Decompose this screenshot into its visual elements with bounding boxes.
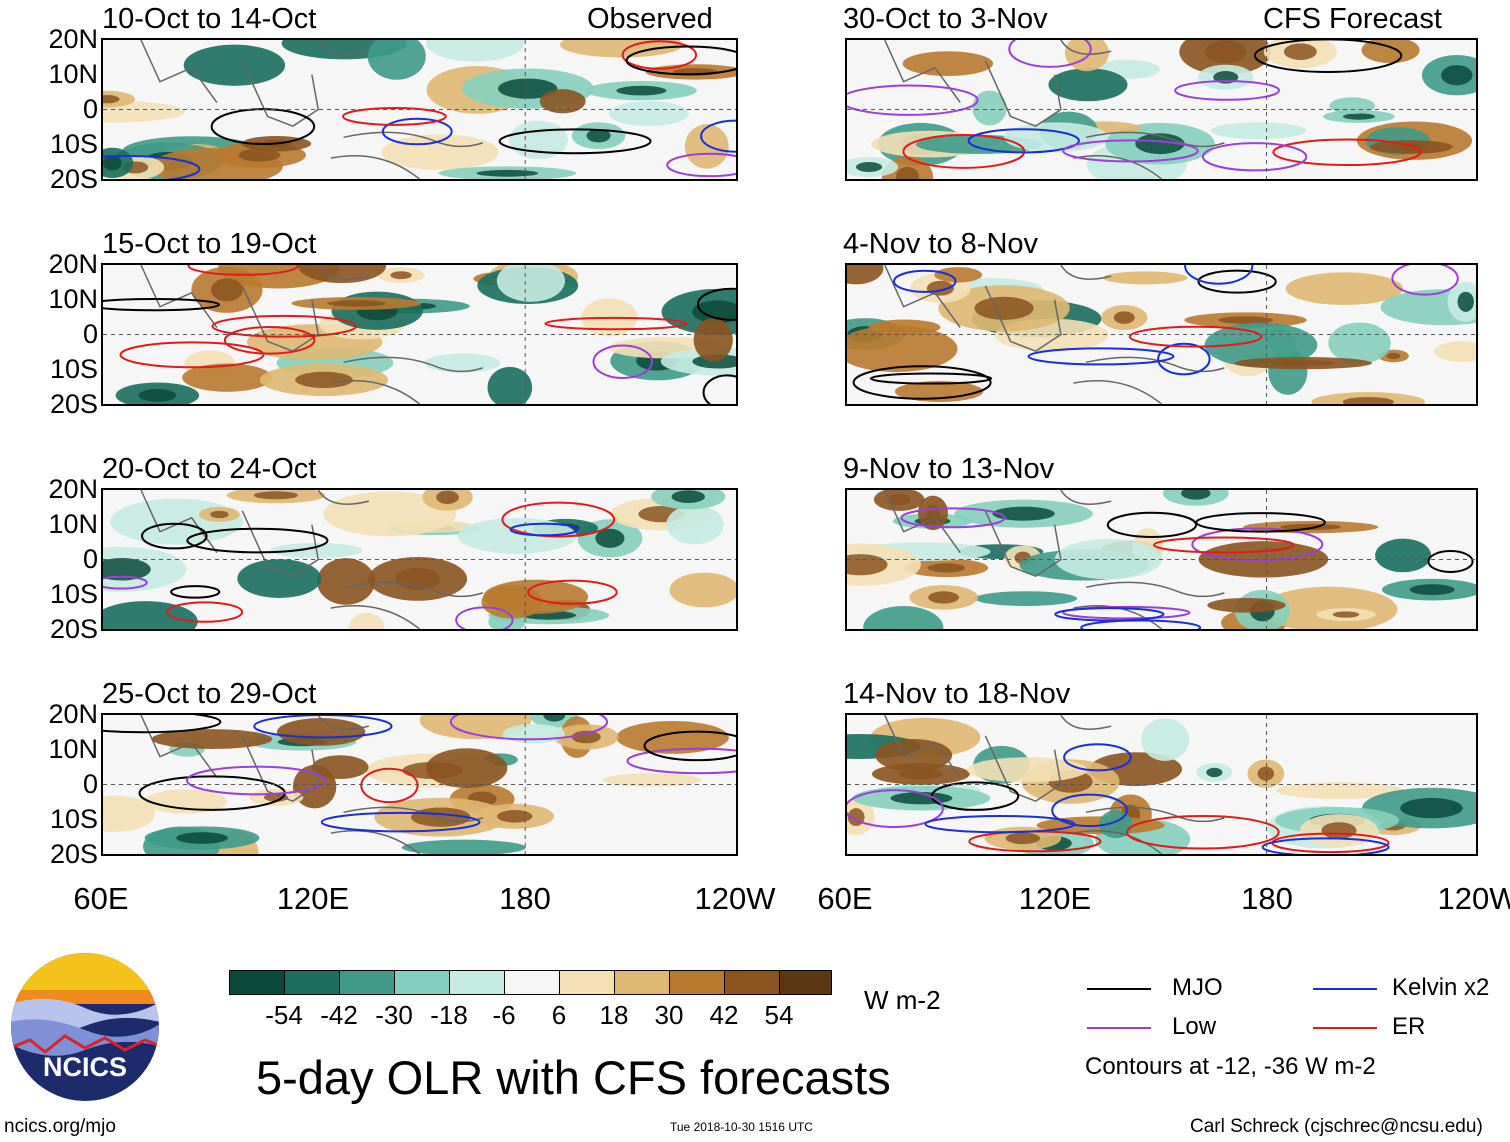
- lat-label: 10N: [48, 509, 98, 539]
- lat-label: 20S: [49, 164, 98, 194]
- ncics-logo: NCICS: [10, 952, 160, 1102]
- lat-label: 20S: [49, 839, 98, 869]
- colorbar-units: W m-2: [864, 985, 941, 1015]
- lon-label: 180: [499, 881, 551, 916]
- legend-line-low: [1087, 1027, 1151, 1029]
- lat-label: 20S: [49, 389, 98, 419]
- colorbar-swatch: [449, 970, 506, 995]
- panel-title-obs-1: 10-Oct to 14-Oct: [102, 3, 317, 35]
- colorbar-label: -18: [430, 1000, 468, 1030]
- colorbar-label: -30: [375, 1000, 413, 1030]
- lat-label: 0: [82, 544, 98, 574]
- colorbar-label: 18: [599, 1000, 629, 1030]
- olr-map-obs-2: [101, 263, 738, 406]
- lon-label: 120W: [1437, 881, 1510, 916]
- olr-map-obs-4: [101, 713, 738, 856]
- footer-credit: Carl Schreck (cjschrec@ncsu.edu): [1190, 1116, 1483, 1137]
- legend-label-low: Low: [1172, 1013, 1217, 1040]
- olr-map-fc-2: [845, 263, 1478, 406]
- lat-label: 10S: [49, 354, 98, 384]
- colorbar-swatch: [394, 970, 451, 995]
- footer-url[interactable]: ncics.org/mjo: [4, 1116, 116, 1137]
- olr-map-fc-1: [845, 38, 1478, 181]
- colorbar-label: -42: [320, 1000, 358, 1030]
- legend-line-mjo: [1087, 988, 1151, 990]
- olr-map-obs-3: [101, 488, 738, 631]
- colorbar-label: 42: [709, 1000, 739, 1030]
- lat-label: 10S: [49, 579, 98, 609]
- lat-label: 0: [82, 94, 98, 124]
- colorbar-swatch: [504, 970, 561, 995]
- lon-label: 180: [1241, 881, 1293, 916]
- colorbar-label: 6: [551, 1000, 567, 1030]
- colorbar-label: 30: [654, 1000, 684, 1030]
- lat-label: 10S: [49, 804, 98, 834]
- colorbar-swatch: [284, 970, 341, 995]
- colorbar-swatch: [559, 970, 616, 995]
- legend-label-er: ER: [1392, 1013, 1426, 1040]
- colorbar-label: -6: [492, 1000, 516, 1030]
- lat-label: 10N: [48, 284, 98, 314]
- lat-label: 0: [82, 319, 98, 349]
- legend-line-er: [1313, 1027, 1377, 1029]
- lat-label: 10S: [49, 129, 98, 159]
- panel-title-obs-3: 20-Oct to 24-Oct: [102, 453, 317, 485]
- lat-label: 20N: [48, 699, 98, 729]
- lon-label: 120E: [1018, 881, 1092, 916]
- colorbar-swatch: [779, 970, 832, 995]
- forecast-label: CFS Forecast: [1263, 3, 1442, 35]
- lat-label: 10N: [48, 59, 98, 89]
- olr-map-fc-3: [845, 488, 1478, 631]
- colorbar-swatch: [339, 970, 396, 995]
- legend-line-kelvin: [1313, 988, 1377, 990]
- colorbar-swatch: [669, 970, 726, 995]
- lat-label: 20N: [48, 24, 98, 54]
- panel-title-fc-3: 9-Nov to 13-Nov: [843, 453, 1055, 485]
- colorbar-swatch: [614, 970, 671, 995]
- panel-title-obs-4: 25-Oct to 29-Oct: [102, 678, 317, 710]
- colorbar-swatch: [724, 970, 781, 995]
- panel-title-fc-2: 4-Nov to 8-Nov: [843, 228, 1039, 260]
- lon-label: 60E: [73, 881, 129, 916]
- lat-label: 20N: [48, 474, 98, 504]
- lon-label: 60E: [817, 881, 873, 916]
- colorbar-swatch: [229, 970, 286, 995]
- olr-map-fc-4: [845, 713, 1478, 856]
- panel-title-obs-2: 15-Oct to 19-Oct: [102, 228, 317, 260]
- lat-label: 0: [82, 769, 98, 799]
- colorbar-label: -54: [265, 1000, 303, 1030]
- footer-timestamp: Tue 2018-10-30 1516 UTC: [670, 1120, 813, 1134]
- lon-label: 120E: [276, 881, 350, 916]
- legend-contours-note: Contours at -12, -36 W m-2: [1085, 1053, 1376, 1080]
- legend-label-mjo: MJO: [1172, 974, 1223, 1001]
- lat-label: 20N: [48, 249, 98, 279]
- lon-label: 120W: [694, 881, 776, 916]
- observed-label: Observed: [587, 3, 713, 35]
- colorbar-label: 54: [764, 1000, 794, 1030]
- olr-map-obs-1: [101, 38, 738, 181]
- figure-title: 5-day OLR with CFS forecasts: [256, 1051, 891, 1104]
- panel-title-fc-4: 14-Nov to 18-Nov: [843, 678, 1071, 710]
- lat-label: 20S: [49, 614, 98, 644]
- panel-title-fc-1: 30-Oct to 3-Nov: [843, 3, 1048, 35]
- legend-label-kelvin: Kelvin x2: [1392, 974, 1490, 1001]
- logo-text: NCICS: [43, 1052, 127, 1082]
- lat-label: 10N: [48, 734, 98, 764]
